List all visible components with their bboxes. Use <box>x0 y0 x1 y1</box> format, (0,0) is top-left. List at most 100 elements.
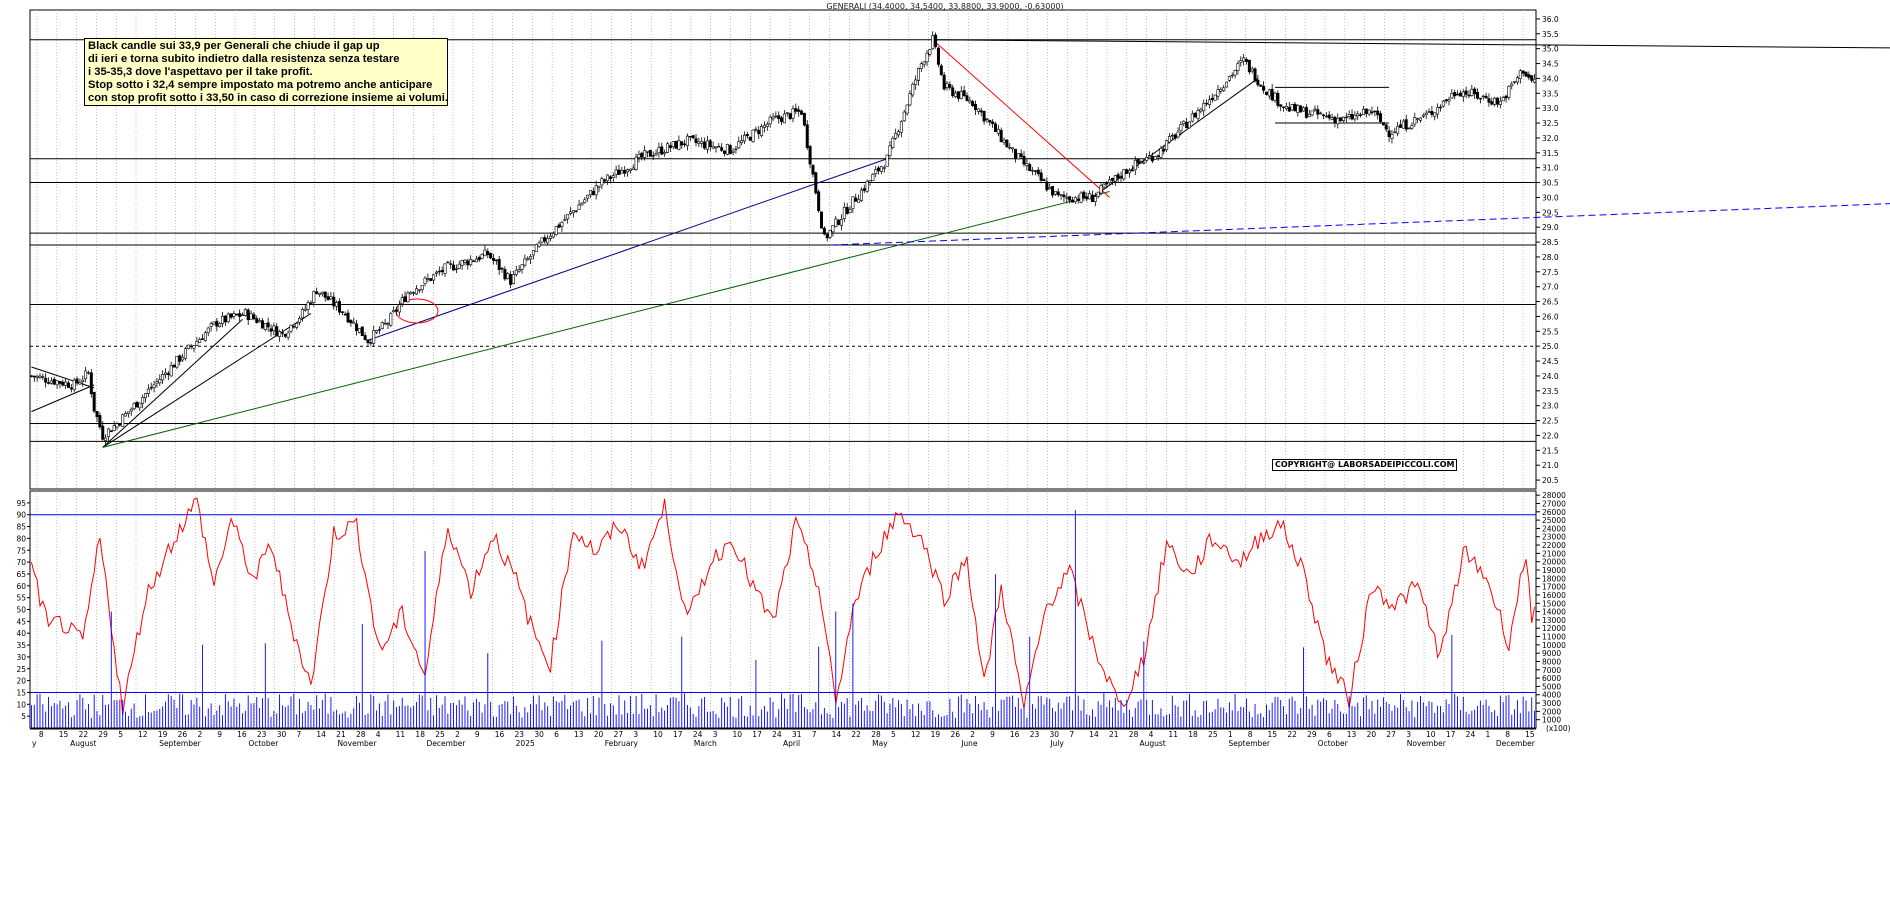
candle-body <box>537 242 541 247</box>
candle-body <box>1088 193 1092 200</box>
osc-tick-label: 90 <box>16 511 26 520</box>
x-day-label: 2 <box>197 730 202 739</box>
candle-body <box>389 313 393 326</box>
candle-body <box>620 170 624 174</box>
candle-body <box>774 115 778 118</box>
volume-tick-label: 1000 <box>1542 716 1561 725</box>
candle-body <box>446 261 450 264</box>
candle-body <box>788 113 792 120</box>
candle-body <box>611 175 615 178</box>
candle-body <box>1515 77 1519 83</box>
x-day-label: 26 <box>178 730 188 739</box>
x-day-label: 23 <box>515 730 525 739</box>
x-month-label: May <box>872 739 888 748</box>
candle-body <box>163 372 167 375</box>
candle-body <box>837 219 841 225</box>
candle-body <box>1119 176 1123 179</box>
candle-body <box>1410 125 1414 129</box>
price-tick-label: 26.5 <box>1542 298 1559 307</box>
candle-body <box>797 109 801 112</box>
axes: 8 15 22 29 5 12 19 26 2 9 16 23 30 7 14 21 28 4 11 18 25 2 9 16… <box>16 15 1570 748</box>
candle-body <box>919 63 923 70</box>
candle-body <box>1051 186 1055 196</box>
candle-body <box>395 309 399 312</box>
candle-body <box>1233 70 1237 76</box>
osc-tick-label: 80 <box>16 534 26 543</box>
grid <box>29 9 1537 730</box>
osc-tick-label: 10 <box>16 700 26 709</box>
candle-body <box>64 381 68 386</box>
candle-body <box>1296 105 1300 114</box>
candle-body <box>1253 68 1257 82</box>
osc-tick-label: 15 <box>16 688 26 697</box>
triangle-lower-line <box>31 384 95 413</box>
x-day-label: 19 <box>931 730 941 739</box>
candle-body <box>49 380 53 384</box>
candle-body <box>152 384 156 388</box>
osc-tick-label: 30 <box>16 653 26 662</box>
candle-body <box>303 308 307 311</box>
analysis-note: Black candle sui 33,9 per Generali che c… <box>84 38 448 106</box>
candle-body <box>1530 75 1534 81</box>
note-line-1: Black candle sui 33,9 per Generali che c… <box>88 40 380 52</box>
candle-body <box>186 344 190 349</box>
candle-body <box>1350 113 1354 120</box>
candle-body <box>292 326 296 328</box>
candle-body <box>623 169 627 174</box>
osc-tick-label: 5 <box>21 712 26 721</box>
candle-body <box>1450 93 1454 99</box>
candle-body <box>1236 63 1240 71</box>
candle-body <box>745 134 749 137</box>
candle-body <box>916 68 920 81</box>
candle-body <box>443 263 447 274</box>
candle-body <box>728 145 732 155</box>
candle-body <box>1230 74 1234 77</box>
candle-body <box>432 274 436 281</box>
candle-body <box>403 296 407 302</box>
candle-body <box>78 382 82 385</box>
candle-body <box>409 291 413 295</box>
candle-body <box>817 191 821 212</box>
candle-body <box>1016 153 1020 160</box>
candle-body <box>349 320 353 324</box>
x-day-label: 25 <box>1208 730 1218 739</box>
x-day-label: 7 <box>297 730 302 739</box>
volume-tick-label: 24000 <box>1542 524 1566 533</box>
candle-body <box>1467 94 1471 97</box>
price-tick-label: 35.5 <box>1542 30 1559 39</box>
candle-body <box>183 348 187 359</box>
x-month-label: November <box>337 739 377 748</box>
candle-body <box>1302 107 1306 112</box>
osc-tick-label: 65 <box>16 570 26 579</box>
volume-tick-label: 4000 <box>1542 691 1561 700</box>
candle-body <box>155 381 159 384</box>
candle-body <box>523 258 527 266</box>
candle-body <box>877 167 881 172</box>
volume-tick-label: 14000 <box>1542 608 1566 617</box>
resistance-trendline <box>932 39 1890 49</box>
candle-body <box>195 341 199 346</box>
candle-body <box>800 110 804 115</box>
candle-body <box>1341 116 1345 121</box>
candle-body <box>971 101 975 107</box>
candle-body <box>628 168 632 172</box>
candle-body <box>1307 113 1311 118</box>
candle-body <box>104 437 108 441</box>
candle-body <box>1062 194 1066 198</box>
candle-body <box>685 135 689 146</box>
candle-body <box>1073 197 1077 202</box>
candle-body <box>683 143 687 146</box>
x-day-label: 21 <box>1109 730 1119 739</box>
candle-body <box>617 169 621 175</box>
candle-body <box>1036 169 1040 175</box>
candle-body <box>854 197 858 202</box>
red-downtrend-line <box>932 39 1110 198</box>
candle-body <box>426 278 430 280</box>
candle-body <box>857 199 861 203</box>
note-line-3: i 35-35,3 dove l'aspettavo per il take p… <box>88 66 313 78</box>
candle-body <box>897 131 901 136</box>
candle-body <box>318 292 322 295</box>
candle-body <box>1239 60 1243 63</box>
candle-body <box>1247 59 1251 73</box>
